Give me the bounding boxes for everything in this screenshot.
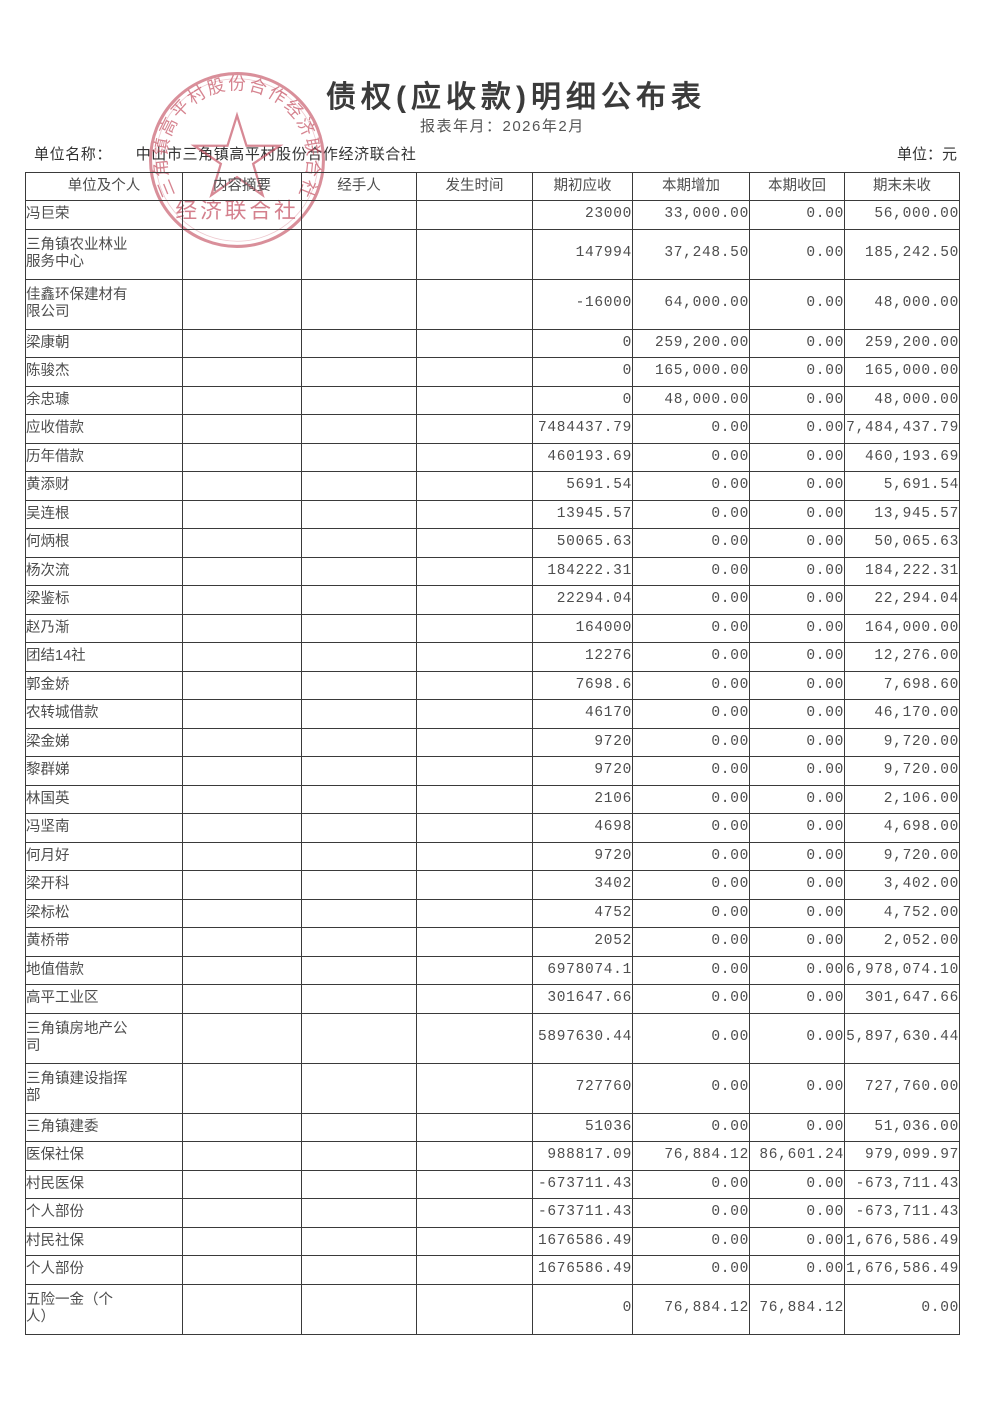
svg-text:份: 份 bbox=[228, 71, 246, 96]
svg-text:镇: 镇 bbox=[148, 136, 176, 158]
